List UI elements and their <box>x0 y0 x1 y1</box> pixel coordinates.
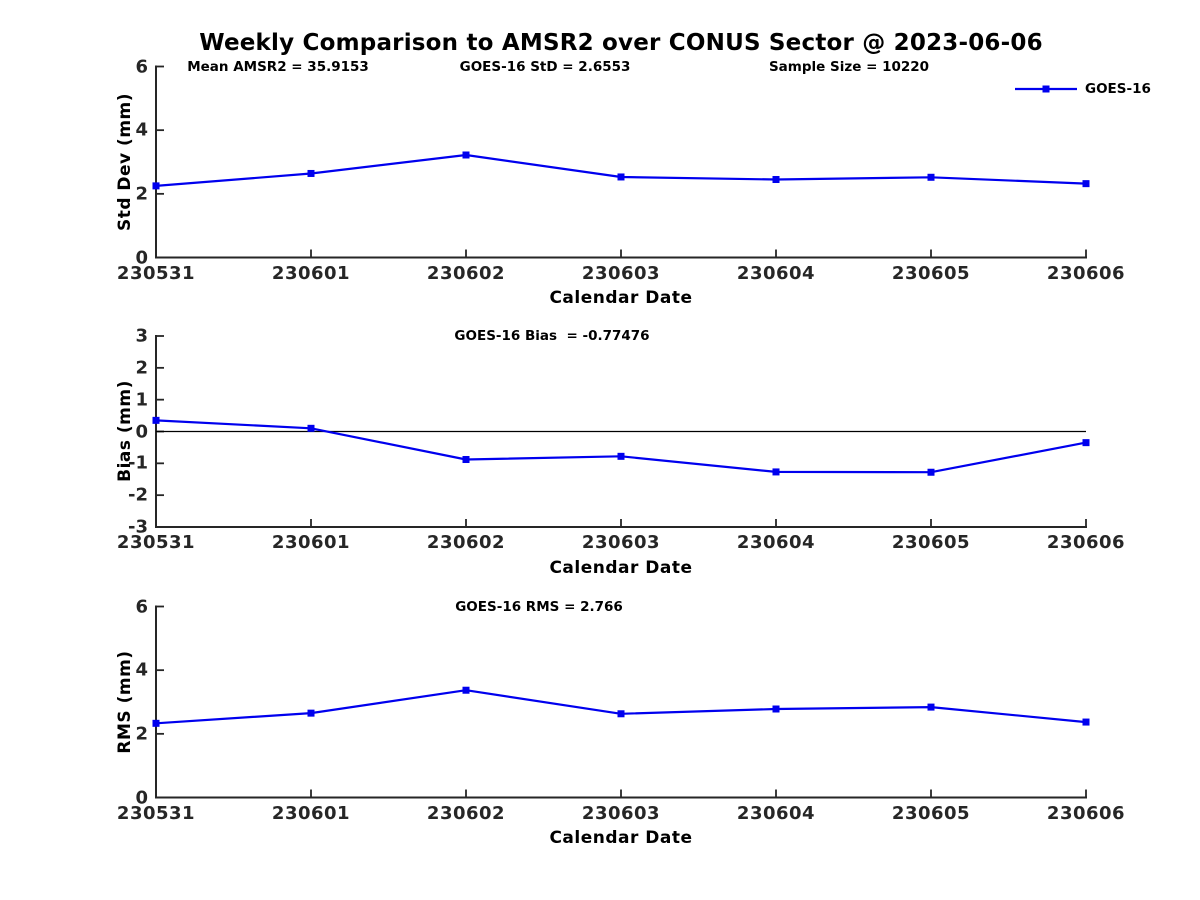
std-dev-data-point <box>307 169 315 177</box>
std-dev-y-tick-label: 2 <box>135 183 148 205</box>
rms-x-tick-label: 230602 <box>426 802 506 824</box>
rms-x-tick-label: 230605 <box>891 802 971 824</box>
rms-x-tick-label: 230601 <box>271 802 351 824</box>
std-dev-x-tick-label: 230606 <box>1046 262 1126 284</box>
bias-x-tick-label: 230531 <box>116 532 196 553</box>
rms-data-point <box>1082 718 1090 726</box>
bias-x-tick-label: 230605 <box>891 532 971 553</box>
rms-stat-annotation: GOES-16 RMS = 2.766 <box>455 598 623 615</box>
std-dev-x-tick-label: 230603 <box>581 262 661 284</box>
bias-y-tick-label: -1 <box>128 452 148 474</box>
rms-y-tick-label: 0 <box>135 787 148 808</box>
bias-x-tick-label: 230603 <box>581 532 661 553</box>
bias-x-axis-label: Calendar Date <box>549 558 693 578</box>
chart-title: Weekly Comparison to AMSR2 over CONUS Se… <box>199 30 1043 56</box>
bias-data-point <box>307 424 315 432</box>
std-dev-y-tick-label: 6 <box>135 56 148 77</box>
bias-data-point <box>462 456 470 464</box>
std-dev-data-point <box>617 173 625 181</box>
rms-y-tick-label: 2 <box>135 723 148 745</box>
bias-x-tick-label: 230606 <box>1046 532 1126 553</box>
rms-data-point <box>307 709 315 717</box>
bias-y-tick-label: -3 <box>128 516 148 538</box>
std-dev-stat-annotation: GOES-16 StD = 2.6553 <box>459 58 631 75</box>
std-dev-x-tick-label: 230531 <box>116 262 196 284</box>
bias-y-tick-label: 1 <box>135 389 148 411</box>
std-dev-x-axis-label: Calendar Date <box>549 288 693 308</box>
bias-x-tick-label: 230601 <box>271 532 351 553</box>
rms-y-axis-label: RMS (mm) <box>115 650 135 754</box>
legend-label: GOES-16 <box>1085 80 1151 97</box>
bias-y-tick-label: 0 <box>135 421 148 442</box>
std-dev-data-point <box>772 176 780 184</box>
std-dev-x-tick-label: 230605 <box>891 262 971 284</box>
std-dev-x-tick-label: 230602 <box>426 262 506 284</box>
std-dev-stat-annotation: Mean AMSR2 = 35.9153 <box>187 58 369 75</box>
std-dev-data-point <box>927 173 935 181</box>
std-dev-x-tick-label: 230604 <box>736 262 816 284</box>
std-dev-stat-annotation: Sample Size = 10220 <box>768 58 930 75</box>
std-dev-x-tick-label: 230601 <box>271 262 351 284</box>
bias-y-tick-label: -2 <box>128 484 148 506</box>
rms-x-tick-label: 230603 <box>581 802 661 824</box>
bias-data-point <box>152 416 160 424</box>
bias-series-line <box>155 419 1087 474</box>
rms-x-tick-label: 230531 <box>116 802 196 824</box>
rms-y-tick-label: 6 <box>135 596 148 617</box>
bias-stat-annotation: GOES-16 Bias = -0.77476 <box>454 328 650 344</box>
rms-data-point <box>927 703 935 711</box>
rms-y-tick-label: 4 <box>135 659 148 681</box>
std-dev-data-point <box>1082 180 1090 188</box>
bias-y-axis-label: Bias (mm) <box>115 380 135 482</box>
legend-line-marker-icon <box>1015 85 1077 92</box>
bias-data-point <box>1082 439 1090 447</box>
rms-data-point <box>617 710 625 718</box>
bias-x-tick-label: 230602 <box>426 532 506 553</box>
std-dev-y-axis-label: Std Dev (mm) <box>115 92 135 232</box>
rms-x-axis-label: Calendar Date <box>549 828 693 848</box>
bias-data-point <box>772 468 780 476</box>
std-dev-y-tick-label: 4 <box>135 119 148 141</box>
std-dev-y-tick-label: 0 <box>135 247 148 268</box>
bias-data-point <box>927 468 935 476</box>
bias-y-tick-label: 3 <box>135 325 148 347</box>
rms-series-line <box>155 689 1087 725</box>
std-dev-data-point <box>152 182 160 190</box>
bias-x-tick-label: 230604 <box>736 532 816 553</box>
std-dev-series-line <box>155 153 1087 187</box>
std-dev-data-point <box>462 151 470 159</box>
rms-x-tick-label: 230606 <box>1046 802 1126 824</box>
legend: GOES-16 <box>1014 80 1151 97</box>
rms-data-point <box>462 686 470 694</box>
bias-y-tick-label: 2 <box>135 357 148 379</box>
rms-data-point <box>152 719 160 727</box>
rms-x-tick-label: 230604 <box>736 802 816 824</box>
rms-data-point <box>772 705 780 713</box>
bias-data-point <box>617 452 625 460</box>
